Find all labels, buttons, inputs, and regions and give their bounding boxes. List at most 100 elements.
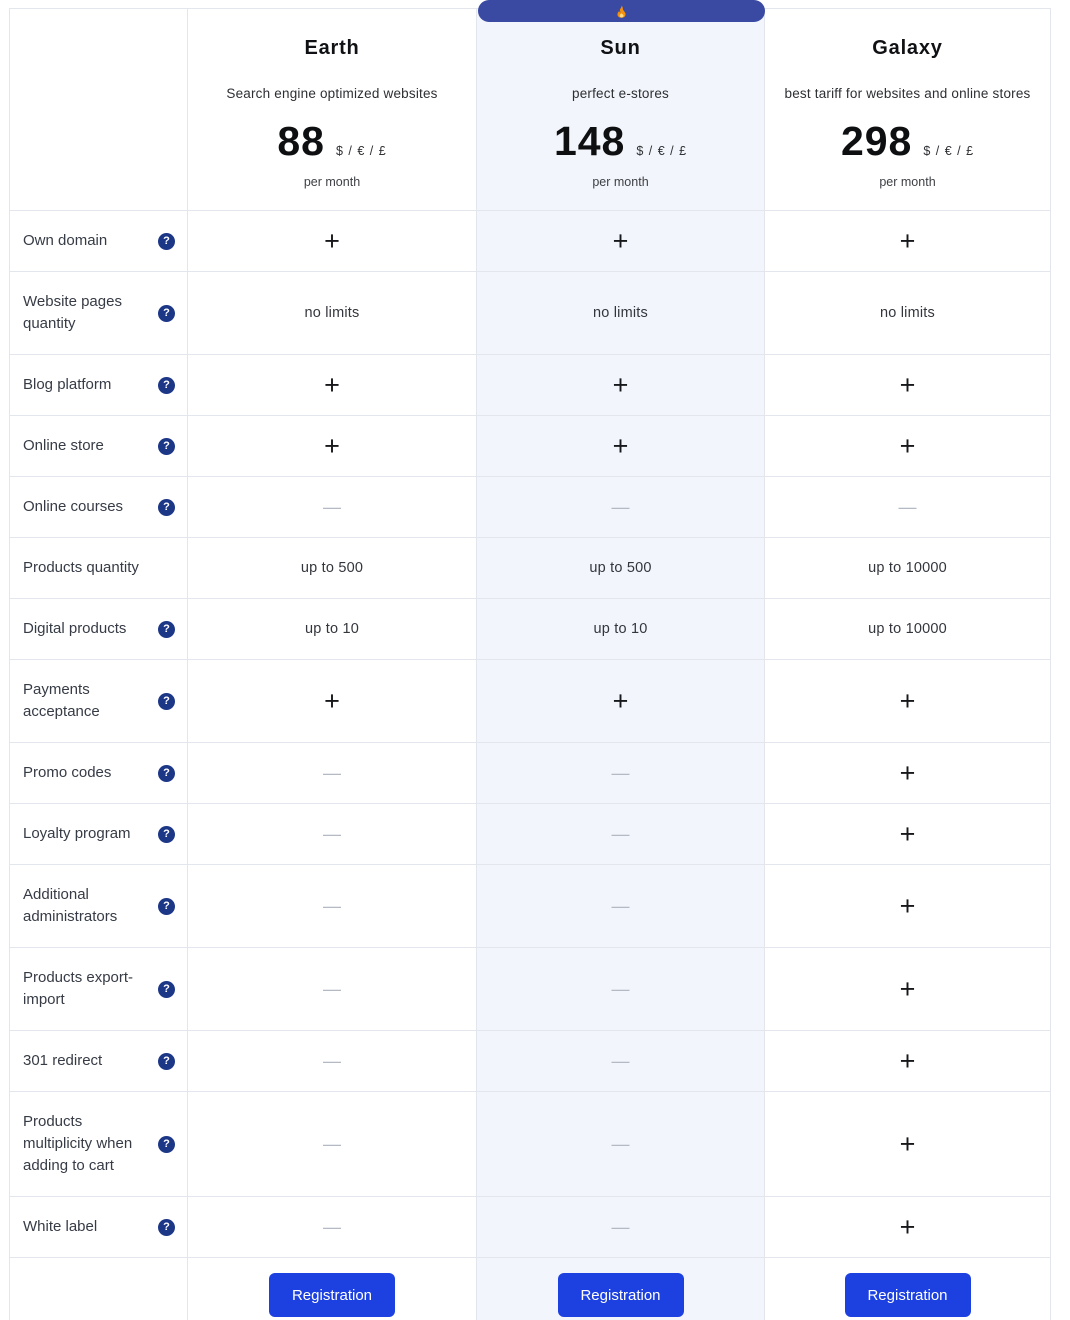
feature-value: —	[611, 1134, 630, 1154]
feature-value: —	[611, 497, 630, 517]
feature-value: +	[612, 369, 629, 400]
feature-label-cell: Online store ?	[9, 416, 188, 477]
feature-value-cell: —	[477, 743, 765, 804]
feature-label-cell: Digital products ?	[9, 599, 188, 660]
feature-value-cell: +	[477, 660, 765, 743]
feature-value-cell: +	[477, 355, 765, 416]
feature-value-cell: +	[477, 416, 765, 477]
plan-header-sun: Sun perfect e-stores 148 $ / € / £ per m…	[477, 8, 765, 211]
help-icon[interactable]: ?	[158, 897, 175, 915]
feature-label-cell: Payments acceptance ?	[9, 660, 188, 743]
feature-value-cell: —	[477, 1197, 765, 1258]
feature-label: Own domain	[23, 232, 108, 249]
feature-value: —	[323, 1134, 341, 1154]
feature-value-cell: up to 10	[188, 599, 477, 660]
feature-value-cell: +	[765, 416, 1051, 477]
help-icon[interactable]: ?	[158, 764, 175, 782]
feature-label: Website pages quantity	[23, 293, 122, 332]
feature-value-cell: up to 10000	[765, 599, 1051, 660]
feature-value: —	[323, 979, 341, 999]
pricing-table: Earth Search engine optimized websites 8…	[9, 8, 1051, 1320]
feature-value-cell: —	[188, 948, 477, 1031]
feature-value-cell: no limits	[765, 272, 1051, 355]
plan-price-row: 148 $ / € / £	[477, 121, 764, 162]
help-icon[interactable]: ?	[158, 620, 175, 638]
feature-value-cell: up to 500	[188, 538, 477, 599]
feature-value: no limits	[880, 305, 935, 321]
feature-value: +	[899, 430, 916, 461]
feature-label-cell: Loyalty program ?	[9, 804, 188, 865]
feature-value-cell: —	[188, 804, 477, 865]
feature-value-cell: —	[765, 477, 1051, 538]
feature-value-cell: no limits	[188, 272, 477, 355]
help-icon[interactable]: ?	[158, 692, 175, 710]
feature-label: Promo codes	[23, 764, 112, 781]
feature-value-cell: —	[188, 1092, 477, 1197]
help-icon[interactable]: ?	[158, 980, 175, 998]
help-icon[interactable]: ?	[158, 1218, 175, 1236]
help-icon[interactable]: ?	[158, 1052, 175, 1070]
feature-value-cell: —	[477, 1031, 765, 1092]
feature-label-cell: White label ?	[9, 1197, 188, 1258]
feature-value-cell: +	[477, 211, 765, 272]
feature-value: up to 10000	[868, 560, 947, 576]
feature-value: —	[323, 763, 341, 783]
help-icon[interactable]: ?	[158, 825, 175, 843]
feature-label: Products quantity	[23, 559, 139, 576]
feature-value: +	[899, 818, 916, 849]
feature-value: up to 500	[589, 560, 652, 576]
feature-value-cell: +	[765, 865, 1051, 948]
footer-corner-cell	[9, 1258, 188, 1320]
feature-value-cell: +	[188, 355, 477, 416]
feature-value-cell: up to 500	[477, 538, 765, 599]
plan-footer-cell: Registration	[477, 1258, 765, 1320]
feature-value: +	[899, 1128, 916, 1159]
feature-value-cell: —	[477, 804, 765, 865]
feature-label-cell: Products quantity	[9, 538, 188, 599]
feature-value: +	[899, 973, 916, 1004]
feature-label-cell: Online courses ?	[9, 477, 188, 538]
plan-header-earth: Earth Search engine optimized websites 8…	[188, 8, 477, 211]
feature-value: no limits	[593, 305, 648, 321]
flame-icon	[617, 5, 626, 18]
feature-value: —	[323, 1217, 341, 1237]
feature-value-cell: +	[765, 1031, 1051, 1092]
registration-button-sun[interactable]: Registration	[557, 1273, 684, 1317]
help-icon[interactable]: ?	[158, 232, 175, 250]
feature-value-cell: —	[188, 1031, 477, 1092]
feature-value-cell: +	[765, 355, 1051, 416]
feature-value: +	[612, 685, 629, 716]
feature-value-cell: +	[765, 1197, 1051, 1258]
feature-value-cell: —	[188, 1197, 477, 1258]
feature-value-cell: +	[765, 743, 1051, 804]
help-icon[interactable]: ?	[158, 304, 175, 322]
feature-label: Payments acceptance	[23, 681, 100, 720]
feature-value: +	[899, 757, 916, 788]
help-icon[interactable]: ?	[158, 376, 175, 394]
feature-value: +	[899, 225, 916, 256]
feature-value: +	[899, 1211, 916, 1242]
feature-value-cell: —	[188, 865, 477, 948]
feature-label-cell: Website pages quantity ?	[9, 272, 188, 355]
registration-button-earth[interactable]: Registration	[269, 1273, 395, 1317]
feature-value-cell: —	[188, 743, 477, 804]
help-icon[interactable]: ?	[158, 437, 175, 455]
feature-value-cell: no limits	[477, 272, 765, 355]
feature-value-cell: +	[188, 660, 477, 743]
plan-period: per month	[879, 175, 936, 189]
feature-value-cell: —	[477, 1092, 765, 1197]
help-icon[interactable]: ?	[158, 498, 175, 516]
feature-value-cell: —	[477, 865, 765, 948]
plan-name: Sun	[600, 37, 641, 59]
feature-label-cell: Blog platform ?	[9, 355, 188, 416]
plan-period: per month	[592, 175, 649, 189]
registration-button-galaxy[interactable]: Registration	[844, 1273, 971, 1317]
plan-name: Earth	[304, 37, 360, 59]
plan-header-galaxy: Galaxy best tariff for websites and onli…	[765, 8, 1051, 211]
feature-label: Online courses	[23, 498, 124, 515]
feature-value: no limits	[304, 305, 360, 321]
feature-value-cell: —	[477, 477, 765, 538]
feature-value-cell: +	[765, 660, 1051, 743]
help-icon[interactable]: ?	[158, 1135, 175, 1153]
